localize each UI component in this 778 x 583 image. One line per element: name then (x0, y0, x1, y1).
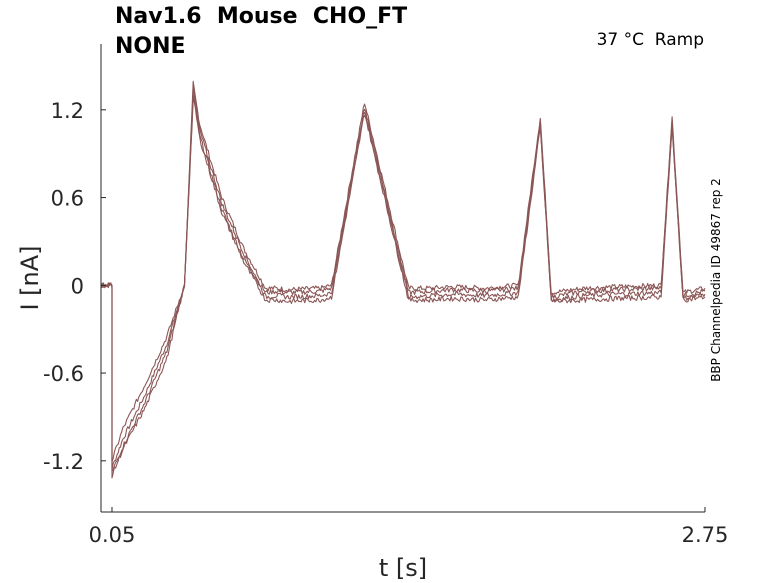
trace-line-1 (100, 80, 706, 470)
y-axis-label: I [nA] (16, 245, 44, 310)
axes: 1.2 0.6 0 -0.6 -1.2 0.05 2.75 t [s] I [nA] (16, 44, 728, 582)
chart-title: Nav1.6 Mouse CHO_FT (115, 4, 408, 29)
trace-line-2 (100, 94, 706, 463)
x-tick-label: 0.05 (89, 523, 136, 547)
channelpedia-id-label: BBP Channelpedia ID 49867 rep 2 (709, 178, 723, 382)
trace-line-3 (100, 86, 706, 473)
y-tick-label: 0 (71, 274, 84, 298)
y-tick-label: 1.2 (51, 99, 84, 123)
current-traces (100, 80, 706, 479)
y-tick-label: -0.6 (43, 362, 84, 386)
x-axis-label: t [s] (379, 554, 427, 582)
y-tick-label: -1.2 (43, 450, 84, 474)
y-tick-label: 0.6 (51, 187, 84, 211)
chart-subtitle: NONE (115, 34, 186, 59)
x-tick-label: 2.75 (682, 523, 729, 547)
trace-line-4 (100, 98, 706, 479)
condition-label: 37 °C Ramp (596, 30, 704, 50)
